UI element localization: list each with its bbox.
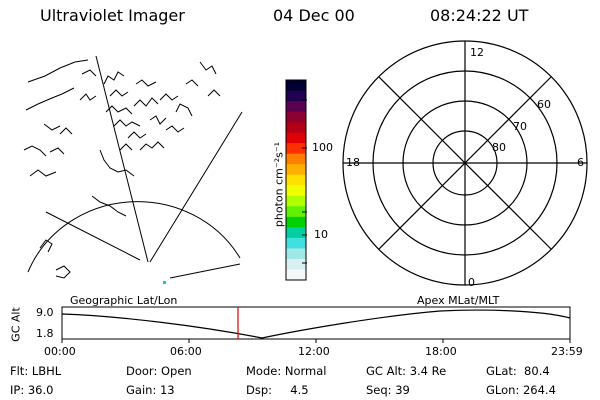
diagonal-line xyxy=(378,76,552,250)
x-tick-label: 06:00 xyxy=(170,345,202,358)
seq-value: Seq: 39 xyxy=(366,383,410,397)
dsp-value: Dsp: 4.5 xyxy=(246,383,309,397)
timeline-y-bottom: 1.8 xyxy=(36,327,54,340)
coastline-lines xyxy=(23,59,221,279)
timeline-frame xyxy=(61,306,571,340)
colorbar-segment xyxy=(286,258,306,270)
colorbar-frame xyxy=(285,79,307,281)
meridian-line xyxy=(149,111,243,263)
colorbar-segment xyxy=(286,164,306,176)
colorbar-segment xyxy=(286,206,306,218)
meridian-line xyxy=(45,211,141,261)
gc-alt-value: GC Alt: 3.4 Re xyxy=(366,364,447,378)
colorbar-segment xyxy=(286,101,306,113)
mlt-6-label: 6 xyxy=(577,156,584,169)
colorbar-segment xyxy=(286,195,306,207)
geographic-label: Geographic Lat/Lon xyxy=(70,294,178,307)
colorbar-segment xyxy=(286,90,306,102)
colorbar-segment xyxy=(286,216,306,228)
ip-value: IP: 36.0 xyxy=(10,383,54,397)
geographic-map xyxy=(23,55,243,284)
x-tick-label: 12:00 xyxy=(298,345,330,358)
colorbar-segment xyxy=(286,122,306,134)
lat-60-label: 60 xyxy=(537,98,551,111)
colorbar-segment xyxy=(286,227,306,239)
apex-label: Apex MLat/MLT xyxy=(417,294,500,307)
mlt-0-label: 0 xyxy=(468,276,475,289)
gain-value: Gain: 13 xyxy=(126,383,175,397)
colorbar-segment xyxy=(286,174,306,186)
glat-value: GLat: 80.4 xyxy=(486,364,550,378)
date-label: 04 Dec 00 xyxy=(273,6,355,25)
altitude-timeline xyxy=(61,306,571,343)
mlt-18-label: 18 xyxy=(346,156,360,169)
colorbar-segment xyxy=(286,143,306,155)
polar-plot xyxy=(342,40,588,286)
colorbar-segment xyxy=(286,237,306,249)
time-label: 08:24:22 UT xyxy=(430,6,529,25)
x-tick-label: 00:00 xyxy=(44,345,76,358)
door-value: Door: Open xyxy=(126,364,192,378)
mlt-12-label: 12 xyxy=(470,46,484,59)
meridian-line xyxy=(169,263,241,279)
colorbar-tick-10: 10 xyxy=(314,228,328,241)
colorbar-unit-label: photon cm⁻²s⁻¹ xyxy=(272,141,286,228)
colorbar xyxy=(285,79,307,281)
filter-value: Flt: LBHL xyxy=(10,364,62,378)
lat-80-label: 80 xyxy=(492,141,506,154)
altitude-curve xyxy=(61,309,571,339)
subsatellite-point xyxy=(163,281,166,284)
timeline-y-top: 9.0 xyxy=(36,306,54,319)
colorbar-segment xyxy=(286,80,306,92)
colorbar-segment xyxy=(286,248,306,260)
colorbar-ticks xyxy=(302,99,307,264)
x-tick-label: 18:00 xyxy=(425,345,457,358)
x-tick-label: 23:59 xyxy=(551,345,583,358)
meridian-line xyxy=(95,55,149,263)
glon-value: GLon: 264.4 xyxy=(486,383,556,397)
lat-70-label: 70 xyxy=(513,120,527,133)
colorbar-segment xyxy=(286,153,306,165)
timeline-axis-label: GC Alt xyxy=(9,307,23,342)
mode-value: Mode: Normal xyxy=(246,364,327,378)
colorbar-segment xyxy=(286,111,306,123)
colorbar-segment xyxy=(286,185,306,197)
colorbar-tick-100: 100 xyxy=(312,141,333,154)
app-title: Ultraviolet Imager xyxy=(40,6,185,25)
latitude-arc xyxy=(27,201,241,273)
colorbar-segment xyxy=(286,132,306,144)
colorbar-segment xyxy=(286,269,306,281)
